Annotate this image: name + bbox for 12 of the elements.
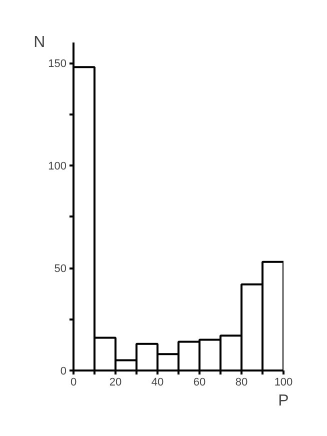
y-tick-label: 100	[48, 160, 67, 172]
y-tick-label: 50	[54, 263, 67, 275]
x-tick-label: 0	[70, 376, 77, 388]
x-tick-label: 60	[193, 376, 206, 388]
x-axis-title: P	[278, 392, 289, 410]
x-tick-label: 20	[109, 376, 122, 388]
y-tick-label: 0	[60, 366, 67, 378]
y-axis-title: N	[34, 34, 46, 51]
x-tick-label: 40	[151, 376, 164, 388]
y-tick-label: 150	[48, 58, 67, 70]
x-tick-label: 100	[274, 376, 293, 388]
x-tick-label: 80	[235, 376, 248, 388]
